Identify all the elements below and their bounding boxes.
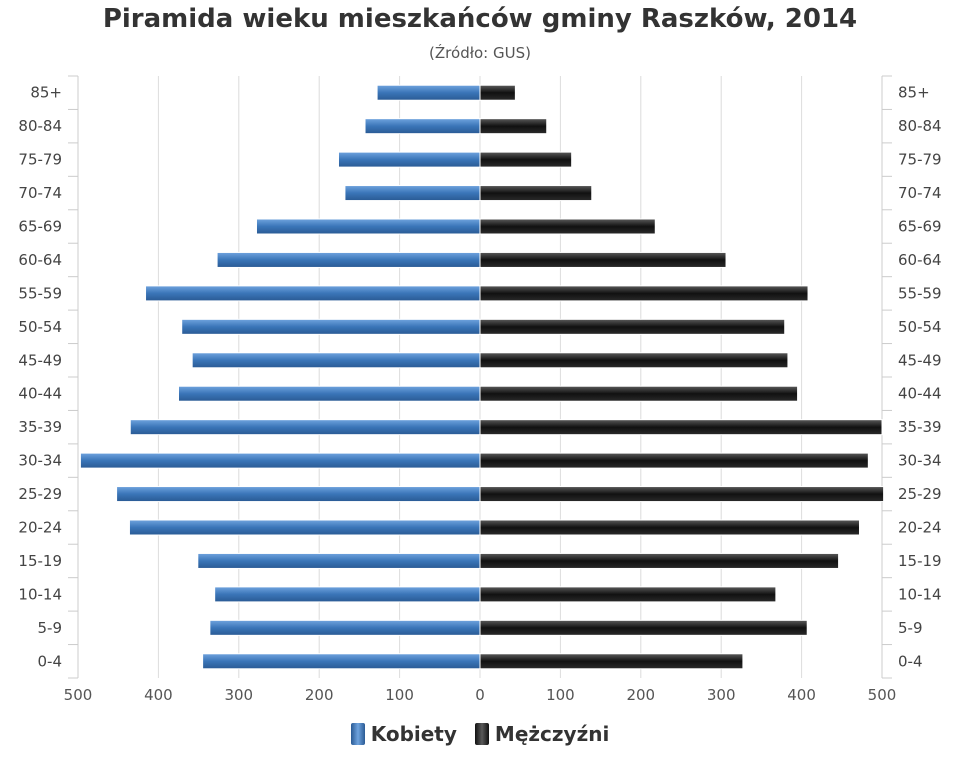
y-tick-label-left: 25-29 — [18, 485, 62, 503]
x-tick-label: 400 — [787, 686, 816, 704]
bar-kobiety — [255, 218, 481, 235]
bar-mezczyzni — [479, 352, 789, 369]
bar-mezczyzni — [479, 519, 860, 536]
bar-mezczyzni — [479, 285, 809, 302]
y-tick-label-right: 0-4 — [898, 652, 923, 670]
bar-kobiety — [116, 486, 481, 503]
y-tick-label-right: 45-49 — [898, 351, 942, 369]
y-tick-label-right: 20-24 — [898, 519, 942, 537]
bar-kobiety — [191, 352, 481, 369]
y-tick-label-right: 80-84 — [898, 117, 942, 135]
bar-mezczyzni — [479, 486, 885, 503]
bar-kobiety — [129, 419, 481, 436]
y-tick-label-left: 55-59 — [18, 284, 62, 302]
y-tick-label-left: 65-69 — [18, 218, 62, 236]
y-tick-label-left: 75-79 — [18, 151, 62, 169]
chart-subtitle: (Źródło: GUS) — [429, 44, 531, 62]
y-tick-label-left: 35-39 — [18, 418, 62, 436]
bar-mezczyzni — [479, 452, 869, 469]
y-tick-label-left: 10-14 — [18, 585, 62, 603]
x-tick-label: 400 — [144, 686, 173, 704]
bar-mezczyzni — [479, 151, 573, 168]
bar-kobiety — [145, 285, 481, 302]
bar-kobiety — [376, 84, 481, 101]
bar-mezczyzni — [479, 653, 744, 670]
bar-kobiety — [209, 619, 481, 636]
bar-kobiety — [216, 251, 481, 268]
y-tick-label-right: 30-34 — [898, 452, 942, 470]
x-tick-label: 200 — [626, 686, 655, 704]
bar-kobiety — [344, 185, 481, 202]
bar-kobiety — [337, 151, 481, 168]
x-tick-label: 500 — [868, 686, 897, 704]
y-tick-label-right: 60-64 — [898, 251, 942, 269]
y-tick-label-right: 55-59 — [898, 284, 942, 302]
y-tick-label-right: 70-74 — [898, 184, 942, 202]
legend-item[interactable]: Kobiety — [350, 722, 457, 746]
y-tick-label-left: 70-74 — [18, 184, 62, 202]
bar-kobiety — [79, 452, 481, 469]
bar-mezczyzni — [479, 385, 799, 402]
y-tick-label-right: 25-29 — [898, 485, 942, 503]
y-tick-label-left: 30-34 — [18, 452, 62, 470]
y-tick-label-left: 15-19 — [18, 552, 62, 570]
bar-mezczyzni — [479, 318, 786, 335]
bar-kobiety — [202, 653, 481, 670]
bar-mezczyzni — [479, 586, 777, 603]
y-tick-label-right: 15-19 — [898, 552, 942, 570]
bar-mezczyzni — [479, 619, 808, 636]
bar-mezczyzni — [479, 118, 548, 135]
bar-kobiety — [214, 586, 481, 603]
y-tick-label-left: 60-64 — [18, 251, 62, 269]
legend-label: Mężczyźni — [494, 722, 610, 746]
y-tick-label-left: 40-44 — [18, 385, 62, 403]
y-tick-label-right: 50-54 — [898, 318, 942, 336]
x-tick-label: 100 — [546, 686, 575, 704]
bar-mezczyzni — [479, 552, 840, 569]
bar-mezczyzni — [479, 185, 593, 202]
legend: Kobiety Mężczyźni — [0, 722, 960, 746]
y-tick-label-right: 35-39 — [898, 418, 942, 436]
bar-mezczyzni — [479, 419, 883, 436]
bar-mezczyzni — [479, 218, 656, 235]
y-tick-label-left: 85+ — [30, 84, 62, 102]
bar-kobiety — [197, 552, 481, 569]
x-tick-label: 300 — [707, 686, 736, 704]
y-tick-label-right: 40-44 — [898, 385, 942, 403]
x-tick-label: 200 — [305, 686, 334, 704]
legend-swatch — [474, 723, 489, 745]
y-tick-label-left: 80-84 — [18, 117, 62, 135]
bar-kobiety — [181, 318, 481, 335]
bar-mezczyzni — [479, 84, 516, 101]
bar-kobiety — [128, 519, 481, 536]
y-tick-label-left: 20-24 — [18, 519, 62, 537]
y-tick-label-right: 65-69 — [898, 218, 942, 236]
x-tick-label: 100 — [385, 686, 414, 704]
y-tick-label-right: 10-14 — [898, 585, 942, 603]
y-tick-label-right: 75-79 — [898, 151, 942, 169]
bar-mezczyzni — [479, 251, 727, 268]
x-tick-label: 300 — [224, 686, 253, 704]
bar-kobiety — [364, 118, 481, 135]
legend-item[interactable]: Mężczyźni — [474, 722, 610, 746]
y-tick-label-right: 85+ — [898, 84, 930, 102]
chart-title: Piramida wieku mieszkańców gminy Raszków… — [102, 4, 858, 34]
y-tick-label-left: 50-54 — [18, 318, 62, 336]
bar-kobiety — [178, 385, 481, 402]
y-tick-label-left: 0-4 — [38, 652, 63, 670]
y-tick-label-right: 5-9 — [898, 619, 923, 637]
legend-label: Kobiety — [370, 722, 457, 746]
x-tick-label: 500 — [64, 686, 93, 704]
x-tick-label: 0 — [475, 686, 485, 704]
legend-swatch — [350, 723, 365, 745]
y-tick-label-left: 45-49 — [18, 351, 62, 369]
y-tick-label-left: 5-9 — [38, 619, 63, 637]
